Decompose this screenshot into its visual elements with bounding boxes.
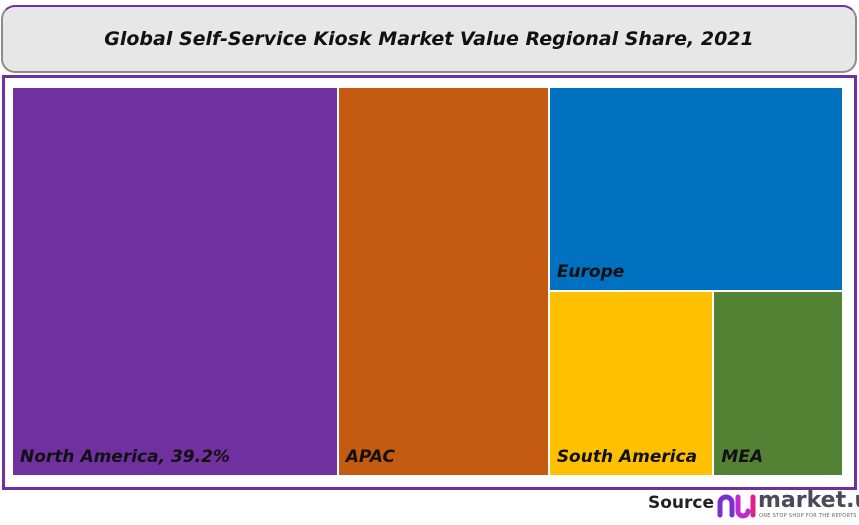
treemap: North America, 39.2% APAC Europe South Amer… xyxy=(12,87,843,476)
brand-tagline: ONE STOP SHOP FOR THE REPORTS xyxy=(759,513,857,519)
source-label: Source xyxy=(648,493,715,513)
title-box: Global Self-Service Kiosk Market Value R… xyxy=(1,5,857,73)
brand-name: market.us xyxy=(758,488,859,513)
cell-mea: MEA xyxy=(713,291,843,476)
label-apac: APAC xyxy=(345,447,395,467)
label-mea: MEA xyxy=(721,446,764,467)
cell-europe: Europe xyxy=(548,87,843,292)
cell-south-america: South America xyxy=(548,291,714,476)
cell-north-america: North America, 39.2% xyxy=(12,87,338,476)
market-us-logo-icon xyxy=(717,494,756,519)
label-north-america: North America, 39.2% xyxy=(20,447,230,467)
label-europe: Europe xyxy=(556,262,625,283)
chart-title: Global Self-Service Kiosk Market Value R… xyxy=(104,28,754,50)
cell-apac: APAC xyxy=(337,87,549,476)
label-south-america: South America xyxy=(556,446,698,467)
